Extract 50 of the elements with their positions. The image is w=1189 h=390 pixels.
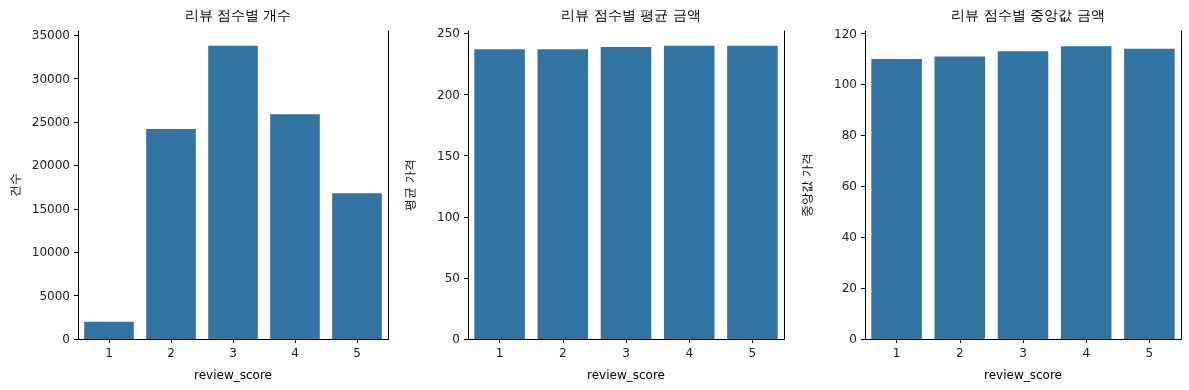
x-tick-label: 4 — [1081, 346, 1090, 360]
y-tick-label: 50 — [445, 270, 461, 285]
y-tick-label: 10000 — [31, 245, 70, 260]
x-axis-title: review_score — [983, 368, 1062, 382]
x-tick-label: 5 — [748, 346, 757, 360]
y-tick-label: 25000 — [31, 115, 70, 130]
chart-title: 리뷰 점수별 개수 — [184, 7, 292, 23]
bar — [84, 321, 134, 339]
x-tick-label: 3 — [622, 346, 631, 360]
y-tick-label: 100 — [833, 77, 857, 92]
y-tick-label: 20 — [841, 281, 857, 296]
y-axis-title: 평균 가격 — [403, 159, 418, 211]
x-tick-label: 3 — [229, 346, 237, 360]
x-tick-label: 5 — [1145, 346, 1153, 360]
y-tick-label: 0 — [62, 332, 70, 346]
x-tick-label: 5 — [353, 346, 361, 360]
x-tick-label: 4 — [685, 346, 694, 360]
x-tick-label: 2 — [167, 346, 175, 360]
x-tick-label: 1 — [892, 346, 901, 360]
x-tick-label: 2 — [955, 346, 964, 360]
y-tick-label: 30000 — [31, 71, 70, 86]
y-tick-label: 200 — [437, 87, 461, 102]
y-axis-title: 중앙값 가격 — [799, 153, 814, 217]
y-axis-title: 건수 — [7, 173, 22, 197]
y-tick-label: 120 — [833, 26, 857, 41]
bar — [208, 45, 258, 339]
y-tick-label: 20000 — [31, 158, 70, 173]
x-tick-label: 1 — [496, 346, 504, 360]
x-tick-label: 4 — [291, 346, 299, 360]
x-tick-label: 3 — [1018, 346, 1027, 360]
y-tick-label: 40 — [841, 230, 857, 245]
bar — [332, 193, 382, 339]
y-tick-label: 5000 — [39, 288, 70, 303]
y-tick-label: 35000 — [31, 28, 70, 43]
y-tick-label: 150 — [437, 148, 461, 163]
x-axis-title: review_score — [194, 368, 272, 382]
bar — [146, 129, 196, 339]
x-axis-title: review_score — [587, 368, 666, 382]
y-tick-label: 60 — [841, 179, 857, 194]
chart-title: 리뷰 점수별 평균 금액 — [561, 7, 701, 23]
y-tick-label: 15000 — [31, 201, 70, 216]
y-tick-label: 250 — [437, 26, 461, 41]
x-tick-label: 2 — [559, 346, 567, 360]
chart-title: 리뷰 점수별 중앙값 금액 — [950, 7, 1105, 23]
bar — [270, 114, 320, 339]
x-tick-label: 1 — [105, 346, 113, 360]
y-tick-label: 80 — [841, 128, 857, 143]
y-tick-label: 0 — [848, 332, 857, 346]
y-tick-label: 100 — [437, 209, 461, 224]
y-tick-label: 0 — [452, 332, 461, 346]
